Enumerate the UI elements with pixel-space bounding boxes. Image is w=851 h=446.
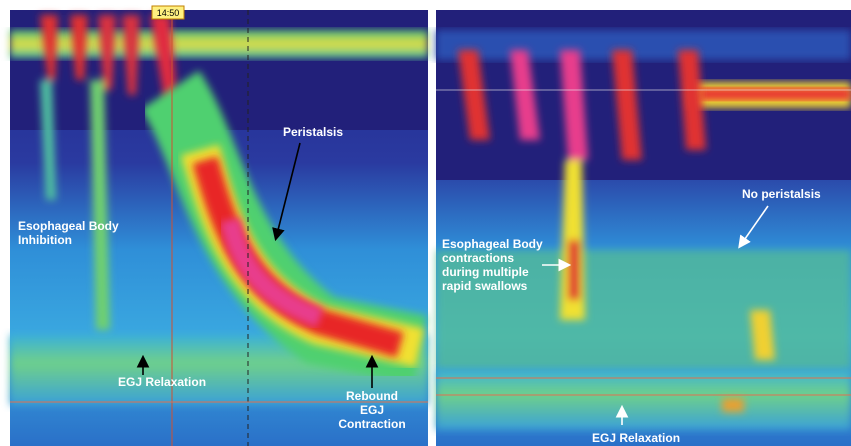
label: Esophageal Body Inhibition: [18, 219, 119, 247]
time-marker-label: 14:50: [157, 8, 180, 18]
time-marker: [151, 5, 185, 20]
label: Esophageal Body contractions during multip…: [442, 237, 543, 293]
label: EGJ Relaxation: [118, 375, 206, 389]
les-core: [700, 88, 851, 100]
label: Rebound EGJ Contraction: [338, 389, 405, 431]
label: Peristalsis: [283, 125, 343, 139]
label: No peristalsis: [742, 187, 821, 201]
uss-band: [436, 30, 851, 60]
swallow-streaks: [40, 15, 178, 330]
right-panel: Esophageal Body contractions during multip…: [436, 10, 851, 446]
label: EGJ Relaxation: [592, 431, 680, 445]
arrow: [272, 142, 301, 242]
swallow-streaks: [458, 50, 775, 412]
arrow: [738, 205, 769, 249]
peristalsis-core: [220, 217, 324, 328]
left-panel: 14:50 Esophageal Body Inhibition Peristal…: [10, 5, 428, 446]
body-band: [436, 250, 851, 370]
egj-band: [436, 370, 851, 430]
